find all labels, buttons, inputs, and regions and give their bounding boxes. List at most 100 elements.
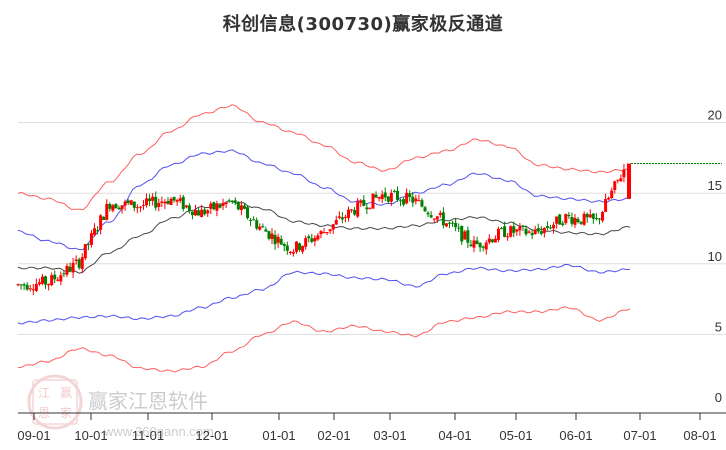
x-tick-label: 09-01	[17, 428, 50, 443]
candle-body	[209, 203, 213, 209]
candle-body	[601, 211, 605, 221]
candle-body	[539, 231, 543, 234]
watermark-logo: 江 赢 恩 家	[27, 374, 83, 430]
candle-body	[86, 243, 90, 245]
upper-outer-band	[17, 104, 630, 211]
candle-body	[291, 252, 295, 254]
candle-body	[114, 204, 118, 209]
candle-body	[282, 243, 286, 246]
candle-body	[255, 220, 259, 229]
candle-body	[552, 224, 556, 229]
candle-body	[340, 217, 344, 220]
candle-body	[59, 275, 63, 282]
x-tick-label: 07-01	[623, 428, 656, 443]
candle-body	[40, 276, 44, 284]
candle-body	[264, 229, 268, 232]
candle-body	[576, 219, 580, 223]
candle-body	[37, 282, 41, 285]
x-tick-label: 06-01	[559, 428, 592, 443]
candle-body	[310, 238, 314, 242]
candle-body	[426, 212, 430, 215]
candle-body	[187, 205, 191, 211]
candle-body	[270, 233, 274, 239]
candle-body	[429, 215, 433, 218]
y-tick-label: 15	[708, 178, 722, 193]
candle-body	[359, 200, 363, 203]
candle-body	[117, 207, 121, 210]
candle-body	[386, 196, 390, 202]
candle-body	[591, 213, 595, 219]
candle-body	[126, 200, 130, 204]
candle-body	[616, 179, 620, 181]
candle-body	[610, 190, 614, 199]
candle-body	[298, 243, 302, 251]
candle-body	[203, 209, 207, 215]
candle-body	[273, 234, 277, 245]
candle-body	[148, 198, 152, 202]
candle-body	[212, 202, 216, 210]
candle-body	[160, 201, 164, 203]
candle-body	[414, 198, 418, 202]
candle-body	[151, 196, 155, 201]
candle-body	[457, 227, 461, 229]
candle-body	[597, 218, 601, 220]
candle-body	[108, 203, 112, 209]
candle-body	[604, 199, 608, 212]
candle-body	[236, 201, 240, 210]
candle-body	[503, 226, 507, 237]
candle-body	[249, 219, 253, 221]
candle-body	[111, 205, 115, 211]
candle-body	[230, 200, 234, 202]
candle-body	[227, 200, 231, 202]
candle-body	[331, 224, 335, 230]
watermark: 江 赢 恩 家 赢家江恩软件 www.360gann.com	[27, 374, 214, 439]
x-tick-label: 02-01	[317, 428, 350, 443]
candle-body	[154, 196, 158, 208]
candle-body	[469, 244, 473, 247]
y-tick-label: 10	[708, 249, 722, 264]
candle-body	[619, 178, 623, 182]
candle-body	[169, 198, 173, 206]
candle-body	[356, 201, 360, 217]
candle-body	[93, 228, 97, 235]
chart-title: 科创信息(300730)赢家极反通道	[222, 14, 504, 35]
candle-body	[96, 230, 100, 232]
watermark-brand: 赢家江恩软件	[88, 389, 208, 413]
candle-body	[221, 203, 225, 206]
candle-body	[31, 289, 35, 291]
candle-body	[215, 204, 219, 211]
x-tick-label: 05-01	[499, 428, 532, 443]
x-tick-label: 12-01	[195, 428, 228, 443]
candle-body	[47, 283, 51, 286]
candle-body	[399, 200, 403, 202]
candle-body	[304, 238, 308, 247]
candle-body	[362, 199, 366, 206]
candle-body	[233, 200, 237, 203]
candle-body	[65, 265, 69, 275]
y-tick-label: 5	[715, 319, 722, 334]
candle-body	[561, 223, 565, 225]
lower-outer-band	[17, 306, 631, 373]
candle-body	[536, 228, 540, 232]
candle-body	[242, 205, 246, 209]
candle-body	[478, 242, 482, 248]
candle-body	[99, 215, 103, 230]
watermark-url: www.360gann.com	[103, 424, 214, 439]
candle-body	[123, 201, 127, 206]
candle-body	[564, 214, 568, 224]
candle-body	[435, 216, 439, 220]
candle-body	[383, 192, 387, 198]
candle-body	[518, 226, 522, 231]
candle-body	[28, 288, 32, 290]
candle-body	[438, 212, 442, 215]
candle-body	[132, 201, 136, 208]
candle-body	[83, 244, 87, 259]
upper-inner-band	[17, 149, 631, 251]
candle-body	[34, 283, 38, 291]
candle-body	[316, 235, 320, 240]
candle-body	[533, 229, 537, 235]
candle-body	[105, 203, 109, 220]
svg-text:赢: 赢	[60, 385, 72, 400]
candle-body	[395, 190, 399, 200]
candle-body	[460, 225, 464, 242]
